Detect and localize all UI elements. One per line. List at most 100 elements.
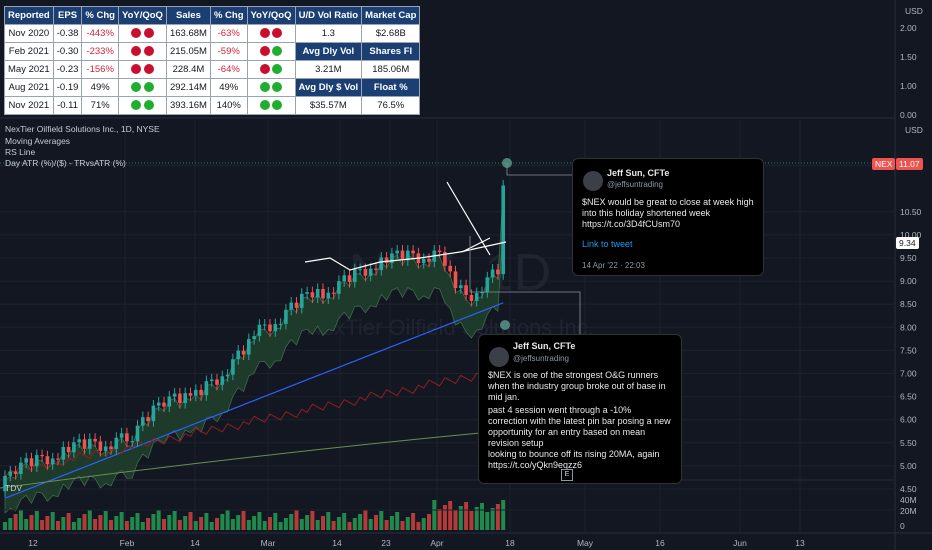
time-axis-label: Apr bbox=[430, 538, 443, 548]
candle-body bbox=[480, 292, 484, 294]
time-axis-label: 14 bbox=[332, 538, 342, 548]
eps-dots-cell bbox=[117, 42, 167, 61]
price-axis-tick: 8.00 bbox=[900, 322, 917, 332]
volume-bar bbox=[289, 514, 294, 530]
volume-bar bbox=[24, 519, 29, 530]
candle-body bbox=[103, 446, 108, 451]
price-axis-currency: USD bbox=[905, 125, 923, 135]
tweet-card-2[interactable]: Jeff Sun, CFTe @jeffsuntrading $NEX is o… bbox=[478, 334, 682, 484]
time-axis-label: 18 bbox=[505, 538, 515, 548]
col-sales: Sales bbox=[165, 6, 211, 25]
price-axis-tick: 5.00 bbox=[900, 461, 917, 471]
volume-bar bbox=[368, 519, 373, 530]
volume-bar bbox=[252, 516, 257, 530]
avg-dly-vol-label: Avg Dly Vol bbox=[294, 42, 363, 61]
indicator-legend-rs[interactable]: RS Line bbox=[5, 147, 36, 157]
tweet-link[interactable]: Link to tweet bbox=[582, 239, 633, 249]
candle-body bbox=[278, 323, 283, 325]
volume-bar bbox=[40, 520, 45, 530]
volume-bar bbox=[199, 517, 204, 530]
candle-body bbox=[347, 275, 352, 283]
volume-bar bbox=[458, 506, 463, 530]
eps-dashboard-table: Reported EPS % Chg YoY/QoQ Sales % Chg Y… bbox=[4, 6, 421, 115]
sales-cell: 228.4M bbox=[165, 60, 211, 79]
volume-bar bbox=[71, 522, 76, 530]
tweet-text: past 4 session went through a -10% corre… bbox=[488, 405, 671, 448]
sales-chg-cell: 140% bbox=[209, 96, 248, 115]
tweet-card-1[interactable]: Jeff Sun, CFTe @jeffsuntrading $NEX woul… bbox=[572, 158, 764, 276]
candle-body bbox=[88, 438, 92, 449]
volume-bar bbox=[490, 508, 495, 530]
status-dot bbox=[272, 46, 283, 57]
time-axis-label: 16 bbox=[655, 538, 665, 548]
candle-body bbox=[204, 381, 209, 396]
col-sales-yoy: YoY/QoQ bbox=[246, 6, 296, 25]
volume-bar bbox=[262, 521, 267, 530]
ma-50-line bbox=[4, 302, 504, 499]
status-dot bbox=[143, 28, 154, 39]
col-eps-chg: % Chg bbox=[81, 6, 119, 25]
candle-body bbox=[8, 471, 13, 476]
candle-body bbox=[172, 393, 177, 397]
candle-body bbox=[305, 292, 309, 294]
candle-body bbox=[93, 438, 97, 442]
candle-body bbox=[469, 294, 474, 301]
symbol-legend[interactable]: NexTier Oilfield Solutions Inc., 1D, NYS… bbox=[5, 124, 160, 134]
candle-body bbox=[247, 339, 251, 355]
volume-bar bbox=[146, 518, 151, 530]
tweet-text: $NEX is one of the strongest O&G runners… bbox=[488, 370, 666, 402]
status-dot bbox=[259, 64, 270, 75]
eps-chg-cell: 71% bbox=[81, 96, 119, 115]
candle-body bbox=[135, 425, 140, 442]
volume-bar bbox=[13, 514, 18, 530]
candle-body bbox=[146, 417, 150, 422]
candle-body bbox=[379, 257, 384, 271]
time-axis-label: 23 bbox=[381, 538, 391, 548]
sales-cell: 292.14M bbox=[165, 78, 211, 97]
volume-bar bbox=[342, 513, 347, 530]
volume-bar bbox=[416, 522, 421, 530]
rs-line bbox=[4, 365, 504, 479]
white-ma-line bbox=[304, 241, 507, 271]
tweet-author: Jeff Sun, CFTe bbox=[607, 168, 670, 178]
volume-bar bbox=[299, 519, 304, 530]
tweet-marker bbox=[500, 320, 510, 330]
col-ud-vol: U/D Vol Ratio bbox=[294, 6, 363, 25]
indicator-legend-ma[interactable]: Moving Averages bbox=[5, 136, 71, 146]
candle-body bbox=[284, 309, 288, 324]
sales-dots-cell bbox=[246, 60, 296, 79]
candle-body bbox=[231, 359, 235, 375]
candle-body bbox=[331, 292, 336, 294]
volume-bar bbox=[114, 516, 119, 530]
status-dot bbox=[143, 82, 154, 93]
volume-pane-label[interactable]: TDV bbox=[5, 483, 22, 493]
status-dot bbox=[259, 82, 270, 93]
col-reported: Reported bbox=[4, 6, 54, 25]
candle-body bbox=[390, 253, 394, 264]
candle-body bbox=[437, 250, 442, 252]
sales-chg-cell: -59% bbox=[209, 42, 248, 61]
status-dot bbox=[131, 28, 142, 39]
candle-body bbox=[13, 471, 18, 474]
tweet-author: Jeff Sun, CFTe bbox=[513, 341, 576, 351]
volume-bar bbox=[474, 507, 479, 530]
candle-body bbox=[220, 376, 225, 385]
volume-bar bbox=[230, 519, 235, 530]
volume-bar bbox=[130, 517, 135, 530]
volume-axis-tick: 40M bbox=[900, 495, 917, 505]
eps-cell: -0.11 bbox=[52, 96, 83, 115]
avatar bbox=[489, 347, 509, 367]
eps-chg-cell: -156% bbox=[81, 60, 119, 79]
volume-bar bbox=[405, 517, 410, 530]
indicator-legend-atr[interactable]: Day ATR (%)/($) - TRvsATR (%) bbox=[5, 158, 126, 168]
table-row: May 2021 -0.23 -156% 228.4M -64% 3.21M 1… bbox=[4, 60, 421, 79]
status-dot bbox=[143, 100, 154, 111]
volume-bar bbox=[363, 510, 368, 530]
time-axis-label: 12 bbox=[28, 538, 38, 548]
volume-bar bbox=[411, 513, 416, 530]
volume-bar bbox=[395, 512, 400, 530]
eps-cell: -0.30 bbox=[52, 42, 83, 61]
candle-body bbox=[45, 456, 50, 465]
candle-body bbox=[225, 374, 230, 377]
candle-body bbox=[61, 446, 66, 460]
